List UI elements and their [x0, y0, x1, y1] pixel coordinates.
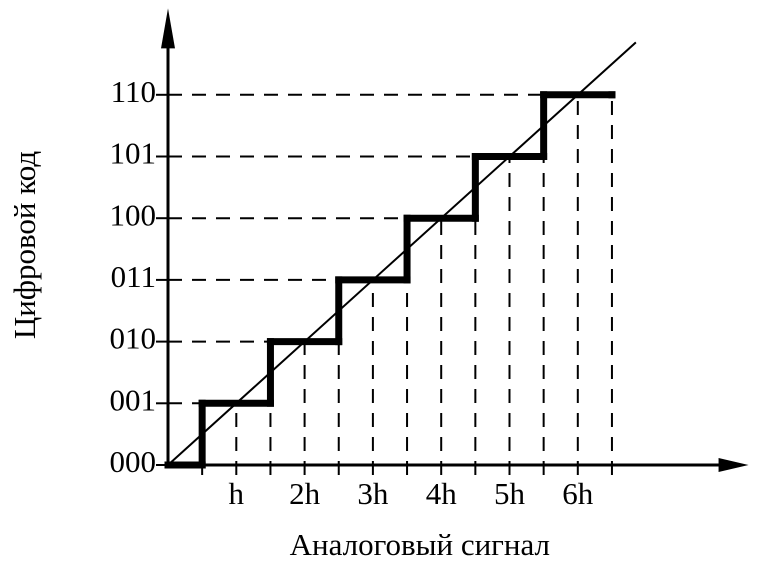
y-tick-label: 010: [110, 321, 157, 356]
y-tick-label: 100: [110, 197, 157, 232]
x-tick-label: 5h: [494, 476, 526, 511]
y-tick-label: 011: [111, 259, 156, 294]
x-tick-label: 3h: [357, 476, 389, 511]
y-axis-label: Цифровой код: [7, 151, 42, 339]
x-tick-label: 2h: [289, 476, 321, 511]
x-axis-arrow: [718, 458, 749, 472]
x-tick-label: 4h: [426, 476, 458, 511]
y-tick-label: 000: [110, 444, 157, 479]
y-axis-arrow: [161, 8, 175, 49]
y-tick-label: 101: [110, 136, 157, 171]
y-tick-label: 001: [110, 382, 157, 417]
ideal-line: [167, 41, 637, 466]
y-tick-label: 110: [111, 74, 156, 109]
x-tick-label: 6h: [562, 476, 594, 511]
x-tick-label: h: [229, 476, 245, 511]
x-axis-label: Аналоговый сигнал: [290, 527, 550, 562]
